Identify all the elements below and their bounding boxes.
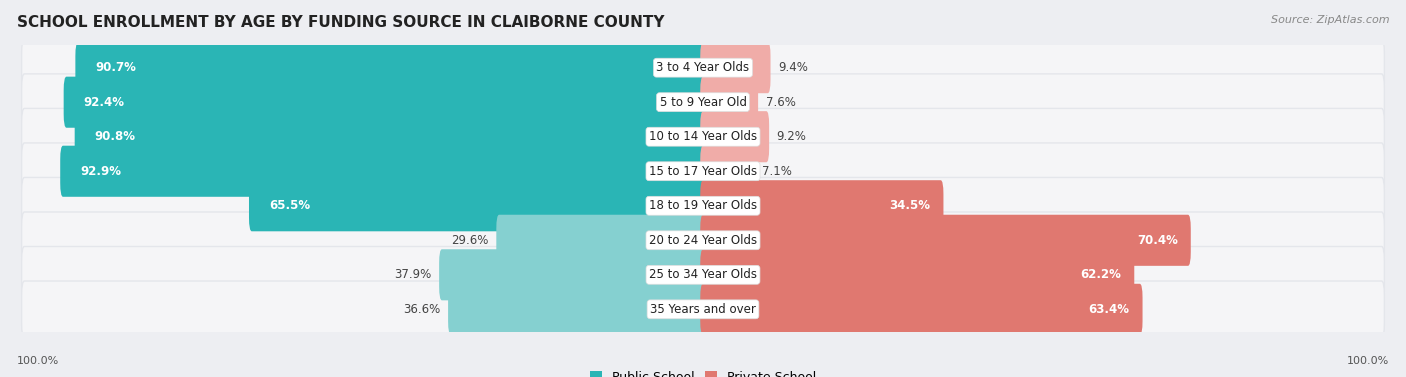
Text: 5 to 9 Year Old: 5 to 9 Year Old	[659, 96, 747, 109]
Text: 62.2%: 62.2%	[1080, 268, 1121, 281]
Text: 90.8%: 90.8%	[94, 130, 135, 143]
Text: 34.5%: 34.5%	[890, 199, 931, 212]
Text: 100.0%: 100.0%	[17, 356, 59, 366]
FancyBboxPatch shape	[21, 39, 1385, 96]
FancyBboxPatch shape	[496, 215, 706, 266]
Text: SCHOOL ENROLLMENT BY AGE BY FUNDING SOURCE IN CLAIBORNE COUNTY: SCHOOL ENROLLMENT BY AGE BY FUNDING SOUR…	[17, 15, 665, 30]
Text: Source: ZipAtlas.com: Source: ZipAtlas.com	[1271, 15, 1389, 25]
Text: 25 to 34 Year Olds: 25 to 34 Year Olds	[650, 268, 756, 281]
FancyBboxPatch shape	[449, 284, 706, 335]
Text: 9.2%: 9.2%	[776, 130, 807, 143]
FancyBboxPatch shape	[700, 146, 755, 197]
Text: 18 to 19 Year Olds: 18 to 19 Year Olds	[650, 199, 756, 212]
Text: 37.9%: 37.9%	[394, 268, 432, 281]
FancyBboxPatch shape	[21, 247, 1385, 303]
FancyBboxPatch shape	[21, 281, 1385, 338]
Text: 70.4%: 70.4%	[1137, 234, 1178, 247]
FancyBboxPatch shape	[21, 178, 1385, 234]
Text: 3 to 4 Year Olds: 3 to 4 Year Olds	[657, 61, 749, 74]
Text: 20 to 24 Year Olds: 20 to 24 Year Olds	[650, 234, 756, 247]
FancyBboxPatch shape	[60, 146, 706, 197]
Text: 7.6%: 7.6%	[766, 96, 796, 109]
Text: 90.7%: 90.7%	[96, 61, 136, 74]
Text: 35 Years and over: 35 Years and over	[650, 303, 756, 316]
FancyBboxPatch shape	[439, 249, 706, 300]
FancyBboxPatch shape	[700, 77, 758, 128]
Text: 100.0%: 100.0%	[1347, 356, 1389, 366]
Text: 15 to 17 Year Olds: 15 to 17 Year Olds	[650, 165, 756, 178]
FancyBboxPatch shape	[21, 74, 1385, 130]
FancyBboxPatch shape	[21, 212, 1385, 268]
Text: 29.6%: 29.6%	[451, 234, 489, 247]
FancyBboxPatch shape	[75, 111, 706, 162]
Text: 7.1%: 7.1%	[762, 165, 792, 178]
Text: 10 to 14 Year Olds: 10 to 14 Year Olds	[650, 130, 756, 143]
Legend: Public School, Private School: Public School, Private School	[585, 366, 821, 377]
FancyBboxPatch shape	[76, 42, 706, 93]
FancyBboxPatch shape	[63, 77, 706, 128]
FancyBboxPatch shape	[21, 143, 1385, 199]
Text: 9.4%: 9.4%	[778, 61, 808, 74]
FancyBboxPatch shape	[700, 215, 1191, 266]
FancyBboxPatch shape	[249, 180, 706, 231]
Text: 92.4%: 92.4%	[83, 96, 125, 109]
FancyBboxPatch shape	[700, 284, 1143, 335]
FancyBboxPatch shape	[700, 42, 770, 93]
FancyBboxPatch shape	[700, 111, 769, 162]
Text: 36.6%: 36.6%	[404, 303, 440, 316]
FancyBboxPatch shape	[700, 180, 943, 231]
Text: 92.9%: 92.9%	[80, 165, 121, 178]
Text: 65.5%: 65.5%	[269, 199, 311, 212]
Text: 63.4%: 63.4%	[1088, 303, 1129, 316]
FancyBboxPatch shape	[21, 109, 1385, 165]
FancyBboxPatch shape	[700, 249, 1135, 300]
